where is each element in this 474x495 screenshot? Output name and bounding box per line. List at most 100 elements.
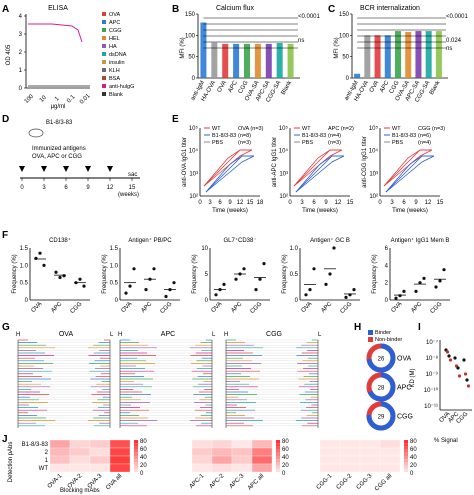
panel-letter-a: A: [2, 4, 9, 15]
j-scale-tick: 80: [282, 439, 289, 445]
j-scale-step: [276, 459, 280, 463]
h-donut-binder: [366, 401, 396, 431]
a-xtick-label: 10: [39, 94, 48, 103]
panel-j-ylabel: Detection pAbs: [8, 442, 14, 483]
f-xtick-label: CGG: [160, 301, 174, 315]
e-xtick-label: 6: [402, 200, 406, 206]
f-ylabel: Frequency (%): [102, 254, 108, 293]
f-xtick-label: OVA: [301, 301, 314, 314]
j-scale-step: [404, 459, 408, 463]
j-cell: [339, 439, 361, 449]
j-col-label: CGG all: [374, 473, 393, 492]
f-point: [82, 284, 86, 288]
f-xtick-label: CGG: [430, 301, 444, 315]
e-ytick-label: 10²: [279, 194, 288, 200]
a-legend-label: insulin: [109, 60, 125, 66]
h-legend-swatch: [368, 337, 373, 342]
panel-j-scale-label: % Signal: [434, 438, 458, 444]
j-cell: [251, 439, 273, 449]
j-col-label: OVA all: [105, 473, 123, 491]
d-tick-label: 12: [107, 185, 114, 191]
f-xtick-label: CGG: [340, 301, 354, 315]
e-xtick-label: 3: [300, 200, 304, 206]
j-cell: [109, 463, 131, 473]
j-scale-step: [276, 452, 280, 456]
j-row-label: B1-8/3-83: [22, 442, 49, 448]
j-cell: [109, 447, 131, 457]
f-point: [442, 268, 446, 272]
panel-d-antigens: OVA, APC or CGG: [32, 154, 82, 160]
j-scale-step: [404, 449, 408, 453]
j-cell: [211, 447, 233, 457]
panel-g-trees: H OVA L H APC L H CGG L: [16, 331, 322, 428]
bar: [425, 31, 432, 78]
a-legend-label: BSA: [109, 76, 120, 82]
e-xtick-label: 18: [257, 200, 264, 206]
bar: [200, 22, 207, 78]
a-legend-label: HA: [109, 44, 117, 50]
j-scale-tick: 40: [140, 455, 147, 461]
j-cell: [359, 447, 381, 457]
panel-a-xlabel: μg/ml: [51, 104, 66, 110]
f-ylabel: Frequency (%): [372, 254, 378, 293]
e-wt-line: [383, 149, 433, 187]
g-tree-name: APC: [161, 331, 175, 338]
f-xtick-label: OVA: [211, 301, 224, 314]
panel-b: B Calcium flux MFI (%) 050100150anti-IgM…: [172, 4, 321, 104]
panel-letter-g: G: [2, 322, 10, 333]
f-point: [38, 251, 42, 255]
mouse-icon: [28, 128, 44, 138]
immunization-arrow-icon: [85, 166, 91, 172]
j-scale-tick: 40: [282, 455, 289, 461]
e-xtick-label: 12: [335, 200, 342, 206]
j-scale-step: [404, 443, 408, 447]
j-cell: [109, 455, 131, 465]
j-cell: [251, 455, 273, 465]
g-h-label: H: [16, 332, 20, 338]
f-title: Antigen⁺ IgG1 Mem B: [391, 237, 450, 244]
j-scale-step: [276, 446, 280, 450]
e-xlabel: Time (weeks): [302, 208, 338, 214]
j-cell: [319, 439, 341, 449]
j-cell: [89, 463, 111, 473]
ytick-label: 50: [188, 55, 195, 61]
f-title: Antigen⁺ PB/PC: [128, 237, 172, 244]
j-cell: [211, 463, 233, 473]
f-point: [58, 275, 62, 280]
f-ylabel: Frequency (%): [282, 254, 288, 293]
f-ytick-label: 5: [205, 272, 209, 278]
i-point: [466, 384, 471, 388]
panel-letter-d: D: [2, 114, 9, 125]
f-point: [402, 289, 406, 293]
e-b1-line: [295, 155, 344, 193]
j-scale-step: [276, 468, 280, 472]
panel-a-yticks: 0 1 2 3 4: [19, 14, 26, 92]
g-h-label: H: [224, 332, 228, 338]
f-point: [394, 296, 398, 300]
a-legend-swatch: [102, 20, 106, 24]
e-xtick-label: 9: [324, 200, 328, 206]
j-scale-step: [404, 462, 408, 466]
j-scale-step: [134, 440, 138, 444]
bar: [364, 35, 371, 78]
e-b1-line: [385, 155, 434, 193]
panel-b-ylabel: MFI (%): [180, 37, 186, 58]
bar: [384, 35, 391, 78]
e-ytick-label: 10⁵: [279, 125, 289, 132]
j-scale-step: [404, 440, 408, 444]
d-tick-label: 15: [129, 185, 136, 191]
e-ytick-label: 10³: [279, 171, 288, 177]
immunization-arrow-icon: [107, 166, 113, 172]
bar: [395, 31, 401, 78]
j-cell: [89, 439, 111, 449]
j-cell: [191, 463, 213, 473]
g-l-label: L: [212, 332, 216, 338]
h-donut-count: 26: [378, 357, 385, 363]
j-scale-step: [134, 468, 138, 472]
j-scale-tick: 0: [410, 471, 414, 477]
j-col-label: APC all: [247, 473, 265, 491]
h-donut-label: OVA: [397, 356, 412, 363]
j-cell: [191, 447, 213, 457]
